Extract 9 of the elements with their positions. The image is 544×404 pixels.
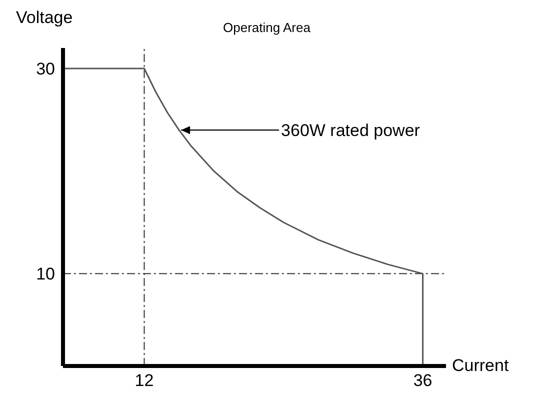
y-tick-label: 30 — [36, 60, 55, 79]
y-tick-label: 10 — [36, 264, 55, 284]
annotation: 360W rated power — [281, 121, 420, 140]
chart-title: Operating Area — [223, 20, 310, 35]
x-tick-label: 12 — [134, 371, 154, 390]
line-series — [63, 68, 424, 366]
x-tick-label: 36 — [413, 371, 432, 390]
y-axis-title: Voltage — [16, 8, 73, 28]
x-axis-title: Current — [452, 356, 509, 376]
